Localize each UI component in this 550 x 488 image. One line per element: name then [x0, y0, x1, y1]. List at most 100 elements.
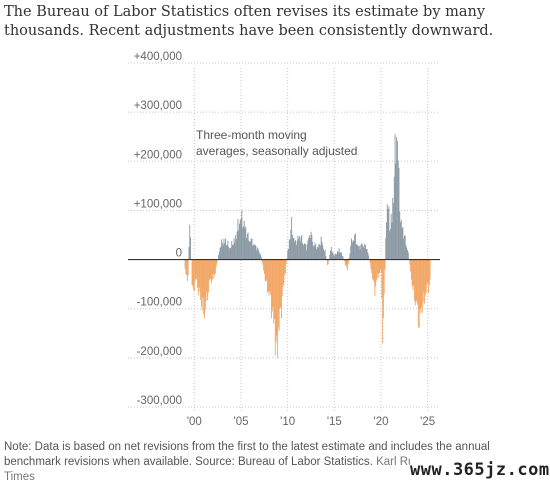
revision-bar: [348, 257, 350, 260]
revision-bar: [187, 259, 189, 275]
revision-bar: [295, 244, 297, 260]
revision-bar: [281, 259, 282, 319]
revision-bar: [221, 239, 223, 260]
revision-bar: [367, 252, 369, 260]
revision-bar: [373, 259, 375, 283]
revision-bar: [427, 259, 429, 283]
revision-bar: [270, 259, 272, 295]
revision-bar: [214, 259, 216, 276]
revision-bar: [215, 259, 217, 268]
revision-bar: [189, 224, 191, 260]
revision-bar: [376, 259, 378, 279]
revision-bar: [397, 160, 399, 260]
revision-bar: [303, 244, 305, 260]
revision-bar: [239, 223, 240, 260]
revision-bar: [254, 244, 256, 260]
revision-bar: [211, 259, 213, 280]
revision-bar: [339, 252, 341, 260]
x-tick-label: '05: [234, 416, 249, 428]
revision-bar: [335, 254, 337, 260]
revision-bar: [219, 247, 221, 260]
revision-bar: [375, 259, 377, 287]
revision-bar: [225, 238, 226, 260]
revision-bar: [392, 197, 394, 260]
revision-bar: [342, 256, 344, 260]
revision-bar: [243, 220, 245, 260]
revision-bar: [258, 251, 260, 260]
revision-bar: [340, 252, 342, 260]
revision-bar: [262, 259, 264, 266]
revision-bar: [284, 259, 286, 274]
revision-bar: [347, 259, 349, 271]
revision-bar: [265, 259, 267, 282]
revision-bar: [330, 250, 331, 260]
revision-bar: [364, 243, 366, 260]
revision-bar: [252, 246, 254, 260]
revision-bar: [288, 239, 290, 260]
revision-bar: [319, 245, 321, 260]
revision-bar: [422, 259, 424, 303]
revision-bar: [235, 239, 237, 260]
y-tick-label: +400,000: [134, 51, 182, 63]
revision-bar: [353, 241, 355, 260]
revision-bar: [236, 231, 238, 260]
revision-bar: [277, 259, 279, 327]
revision-bar: [201, 259, 203, 311]
revision-bar: [413, 259, 415, 286]
revision-bar: [294, 241, 296, 260]
revision-bar: [429, 259, 431, 280]
revision-bar: [249, 241, 251, 260]
revision-bar: [240, 218, 242, 260]
revision-bar: [407, 250, 408, 260]
revision-bar: [334, 253, 336, 260]
revision-bar: [396, 136, 398, 260]
revision-bar: [308, 237, 310, 260]
revision-bar: [414, 259, 415, 301]
revision-bar: [322, 245, 324, 260]
revision-bar: [372, 259, 373, 280]
revision-bar: [283, 259, 285, 285]
revision-bar: [293, 237, 295, 260]
x-tick-label: '15: [327, 416, 342, 428]
revision-bar: [332, 252, 334, 260]
revision-bar: [340, 252, 342, 260]
revision-bar: [289, 239, 291, 260]
revision-bar: [350, 245, 352, 260]
revision-bar: [247, 232, 249, 260]
revision-bar: [202, 259, 204, 298]
revision-bar: [218, 255, 219, 260]
revision-bar: [387, 209, 389, 260]
revision-bar: [214, 259, 216, 274]
revision-bar: [234, 242, 236, 260]
revision-bar: [275, 259, 277, 343]
revision-bar: [193, 259, 195, 292]
revision-bar: [225, 244, 227, 260]
revision-bar: [246, 234, 248, 260]
y-tick-label: +100,000: [134, 198, 182, 210]
revision-bar: [195, 259, 197, 280]
revision-bar: [199, 259, 201, 293]
annotation-line-2: averages, seasonally adjusted: [196, 144, 357, 158]
revision-bar: [220, 246, 222, 260]
revision-bar: [346, 259, 348, 268]
revision-bar: [233, 238, 235, 260]
revision-bar: [299, 241, 301, 260]
revision-bar: [295, 240, 296, 260]
revision-bar: [249, 241, 251, 260]
revision-bar: [357, 245, 359, 260]
revision-bar: [248, 240, 250, 260]
revision-bar: [316, 247, 318, 260]
revision-bar: [222, 245, 224, 260]
revision-bar: [416, 259, 418, 301]
revision-bar: [379, 259, 380, 274]
revision-bar: [359, 249, 361, 260]
revision-bar: [366, 249, 368, 260]
revision-bar: [354, 234, 356, 260]
revision-bar: [420, 259, 422, 314]
revision-bar: [417, 259, 419, 305]
revision-bar: [231, 241, 233, 260]
revision-bar: [235, 235, 237, 260]
revision-bar: [372, 259, 374, 280]
revision-bar: [226, 245, 228, 260]
revision-bar: [270, 259, 272, 319]
